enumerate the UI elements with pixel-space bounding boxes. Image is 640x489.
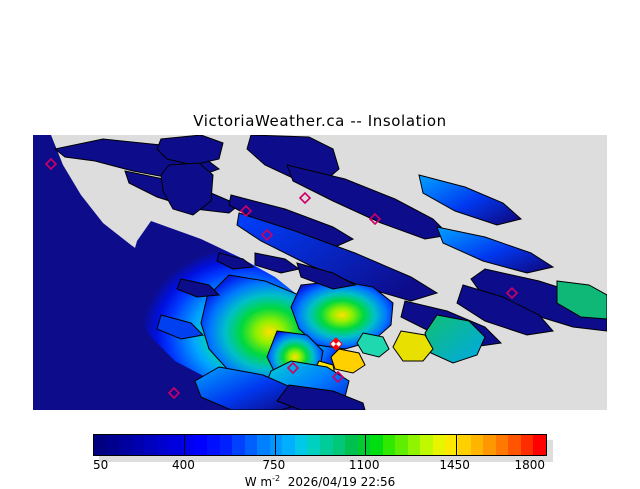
- colorbar-segment: [131, 435, 145, 455]
- colorbar: W m-2 2026/04/19 22:56 50 400 750 1100 1450 1…: [93, 434, 553, 489]
- map-layers: [33, 135, 607, 410]
- colorbar-tick: [455, 435, 457, 455]
- island-water-east-a: [418, 174, 523, 226]
- colorbar-segment: [194, 435, 208, 455]
- page-title: VictoriaWeather.ca -- Insolation: [193, 112, 447, 130]
- water-bodies: [33, 135, 607, 410]
- station-east-island[interactable]: [505, 286, 519, 300]
- colorbar-tick: [274, 435, 276, 455]
- strait-central: [236, 212, 439, 302]
- colorbar-tick-label: 400: [171, 458, 195, 472]
- colorbar-segment: [219, 435, 233, 455]
- colorbar-segment: [294, 435, 309, 455]
- colorbar-gradient[interactable]: [93, 434, 547, 456]
- bay-south-lower: [276, 384, 366, 410]
- colorbar-tick-label: 1100: [348, 458, 380, 472]
- station-peninsula[interactable]: [368, 212, 382, 226]
- open-ocean-west: [33, 135, 333, 410]
- colorbar-tick-label: 750: [262, 458, 286, 472]
- islet-north-3: [216, 252, 255, 270]
- island-water-north-a: [156, 135, 224, 166]
- station-south-coast[interactable]: [298, 191, 312, 205]
- island-water-se-c: [356, 332, 390, 358]
- map-panel[interactable]: [33, 135, 607, 410]
- colorbar-segment: [345, 435, 359, 455]
- station-saanich[interactable]: [239, 204, 253, 218]
- colorbar-segment: [169, 435, 183, 455]
- colorbar-segment: [119, 435, 133, 455]
- colorbar-segment: [106, 435, 120, 455]
- colorbar-segment: [332, 435, 346, 455]
- colorbar-segment: [395, 435, 409, 455]
- colorbar-segment: [257, 435, 271, 455]
- colorbar-tick: [365, 435, 367, 455]
- colorbar-segment: [533, 435, 546, 455]
- colorbar-segment: [207, 435, 221, 455]
- colorbar-segment: [433, 435, 447, 455]
- colorbar-segment: [370, 435, 384, 455]
- island-water-east-d: [456, 284, 554, 336]
- colorbar-units-and-timestamp: W m-2 2026/04/19 22:56: [244, 474, 396, 489]
- islet-north-1: [254, 252, 301, 274]
- colorbar-segment: [244, 435, 258, 455]
- colorbar-segment: [407, 435, 422, 455]
- colorbar-segment: [483, 435, 497, 455]
- colorbar-tick-label: 1800: [514, 458, 545, 472]
- station-gulf-island[interactable]: [286, 361, 300, 375]
- colorbar-tick-label: 1450: [439, 458, 470, 472]
- colorbar-segment: [357, 435, 371, 455]
- bay-south-west: [194, 366, 306, 410]
- colorbar-segment: [307, 435, 321, 455]
- colorbar-segment: [470, 435, 484, 455]
- colorbar-segment: [495, 435, 509, 455]
- colorbar-segment: [445, 435, 459, 455]
- islet-west-1: [176, 278, 221, 298]
- station-nw-offshore[interactable]: [44, 157, 58, 171]
- colorbar-segment: [420, 435, 434, 455]
- station-markers[interactable]: [44, 157, 519, 400]
- island-water-north-b: [160, 162, 214, 216]
- island-water-se-b: [392, 330, 434, 362]
- colorbar-segment: [508, 435, 522, 455]
- island-hotspot-small: [330, 348, 366, 374]
- station-southwest[interactable]: [167, 386, 181, 400]
- station-checker-buoy[interactable]: [329, 337, 343, 351]
- colorbar-segment: [94, 435, 108, 455]
- islet-north-2: [296, 262, 357, 290]
- station-central-harbour[interactable]: [260, 228, 274, 242]
- colorbar-segment: [458, 435, 472, 455]
- colorbar-segment: [232, 435, 246, 455]
- colorbar-segment: [144, 435, 158, 455]
- colorbar-tick-label: 50: [93, 458, 109, 472]
- colorbar-segment: [269, 435, 283, 455]
- island-water-far-east: [556, 280, 607, 320]
- colorbar-segment: [320, 435, 334, 455]
- map-canvas: [33, 135, 607, 410]
- colorbar-tick: [184, 435, 186, 455]
- station-strait[interactable]: [331, 370, 345, 384]
- colorbar-segment: [282, 435, 296, 455]
- island-water-east-b: [436, 226, 555, 274]
- colorbar-segment: [156, 435, 170, 455]
- islet-west-2: [156, 314, 205, 340]
- channel-northeast: [286, 164, 451, 240]
- colorbar-segment: [382, 435, 396, 455]
- colorbar-segment: [520, 435, 535, 455]
